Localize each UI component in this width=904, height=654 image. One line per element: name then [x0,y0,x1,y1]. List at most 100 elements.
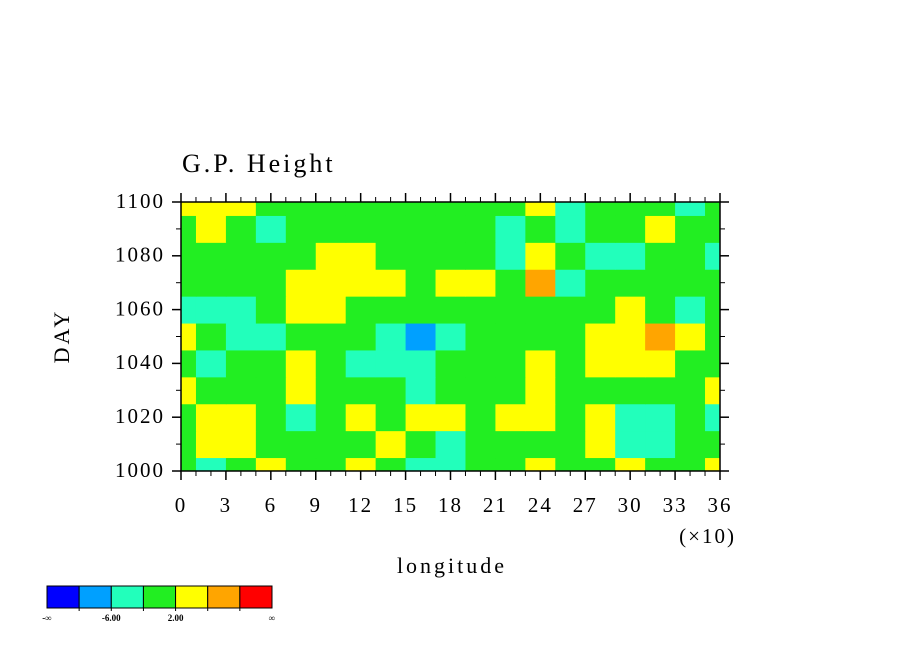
contour-cell [555,376,586,405]
colorbar-box [207,585,241,609]
contour-cell [645,202,676,216]
contour-cell [255,215,287,243]
contour-cell [285,403,317,432]
contour-cell [405,376,437,405]
colorbar-box [239,585,273,609]
contour-cell [225,403,257,432]
contour-cell [525,430,556,459]
y-tick-label: 1100 [116,189,165,213]
contour-cell [705,269,721,297]
contour-cell [615,242,646,270]
contour-cell [255,457,287,472]
contour-cell [285,430,317,459]
contour-cell [555,269,586,297]
contour-cell [195,296,227,324]
contour-cell [345,376,377,405]
contour-cell [615,349,646,378]
contour-cell [705,457,721,472]
contour-cell [705,376,721,405]
contour-cell [255,202,287,216]
contour-cell [675,430,706,459]
contour-cell [255,376,287,405]
contour-cell [675,242,706,270]
contour-cell [675,269,706,297]
contour-cell [435,349,466,378]
contour-cell [181,323,197,351]
contour-cell [315,215,347,243]
contour-cell [435,242,466,270]
contour-cell [645,269,676,297]
contour-cell [375,296,407,324]
x-tick-label: 36 [708,493,733,517]
colorbar-box [46,585,80,609]
contour-cell [705,403,721,432]
contour-cell [375,457,407,472]
contour-cell [435,457,466,472]
y-tick-label: 1060 [115,296,165,320]
contour-cell [615,376,646,405]
contour-cell [255,269,287,297]
contour-cell [405,457,437,472]
contour-cell [255,242,287,270]
contour-cell [585,323,616,351]
contour-cell [525,376,556,405]
contour-cell [285,323,317,351]
colorbar-box [110,585,144,609]
contour-cell [435,202,466,216]
y-tick-label: 1020 [115,404,165,428]
contour-cell [345,215,377,243]
contour-cell [465,202,496,216]
contour-cell [555,296,586,324]
contour-cell [405,323,437,351]
contour-cell [375,376,407,405]
contour-cell [645,349,676,378]
contour-cell [255,349,287,378]
contour-cell [181,269,197,297]
contour-cell [345,296,377,324]
contour-cell [345,457,377,472]
contour-cell [435,269,466,297]
contour-cell [465,349,496,378]
contour-cell [345,202,377,216]
x-tick-label: 21 [483,493,508,517]
contour-cell [645,242,676,270]
contour-cell [675,349,706,378]
contour-cell [555,457,586,472]
colorbar-box [142,585,177,609]
contour-cell [495,242,526,270]
contour-cell [645,215,676,243]
contour-cell [615,202,646,216]
x-tick-label: 0 [175,493,188,517]
contour-cell [495,215,526,243]
contour-cell [345,242,377,270]
contour-cell [555,403,586,432]
contour-cell [645,323,676,351]
contour-cell [555,349,586,378]
contour-cell [225,430,257,459]
chart-title: G.P. Height [182,149,336,178]
contour-cell [675,323,706,351]
colorbar-label: -∞ [42,613,51,623]
contour-cell [585,430,616,459]
contour-cell [645,296,676,324]
contour-cell [615,457,646,472]
contour-cell [585,349,616,378]
contour-cell [435,215,466,243]
contour-cell [195,323,227,351]
contour-cell [375,269,407,297]
contour-cell [285,269,317,297]
contour-cell [525,242,556,270]
contour-cell [315,403,347,432]
contour-cell [225,323,257,351]
contour-cell [315,457,347,472]
contour-cell [465,269,496,297]
contour-cell [195,430,227,459]
contour-cell [495,202,526,216]
contour-cell [375,215,407,243]
colorbar-label: 2.00 [168,613,184,623]
contour-cell [345,323,377,351]
contour-cell [495,323,526,351]
x-tick-label: 18 [438,493,463,517]
contour-cell [315,242,347,270]
contour-cell [525,349,556,378]
